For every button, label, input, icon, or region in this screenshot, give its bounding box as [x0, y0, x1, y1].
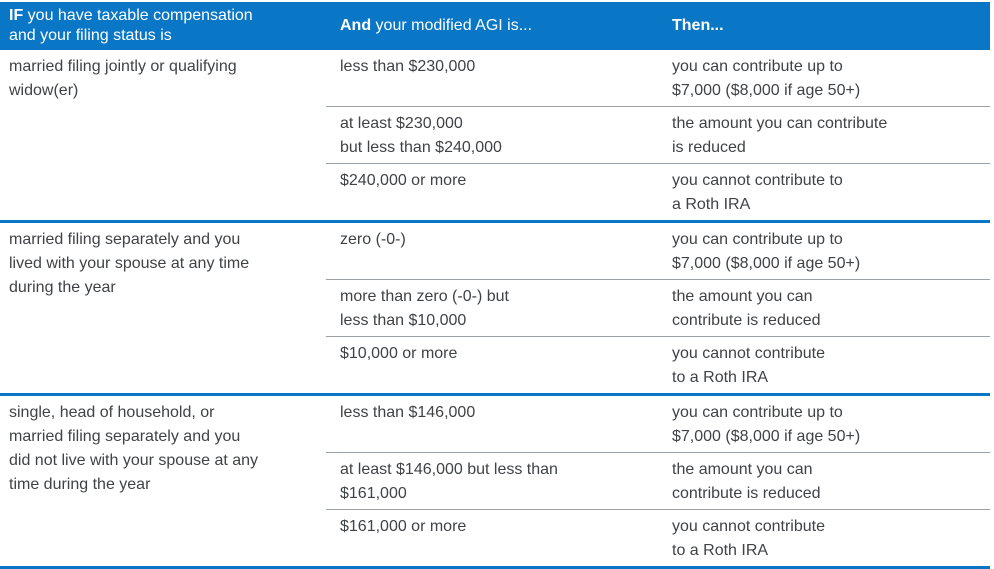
header-cell-filing-status: IF you have taxable compensation and you… — [0, 6, 326, 46]
header-filing-status-line1-rest: you have taxable compensation — [23, 7, 253, 24]
header-cell-agi: And your modified AGI is... — [326, 16, 660, 36]
then-cell: you cannot contribute to a Roth IRA — [660, 163, 990, 220]
agi-cell: more than zero (-0-) but less than $10,0… — [326, 279, 660, 336]
table-header-row: IF you have taxable compensation and you… — [0, 2, 990, 50]
group-married-filing-separately-lived-with-spouse: married filing separately and you lived … — [0, 223, 990, 393]
then-cell: the amount you can contribute is reduced — [660, 106, 990, 163]
agi-cell: less than $146,000 — [340, 404, 476, 421]
then-cell: the amount you can contribute is reduced — [660, 279, 990, 336]
agi-cell: at least $146,000 but less than $161,000 — [326, 452, 660, 509]
agi-cell: at least $230,000 but less than $240,000 — [326, 106, 660, 163]
group-married-filing-jointly: married filing jointly or qualifying wid… — [0, 50, 990, 220]
agi-cell: $161,000 or more — [326, 509, 660, 566]
then-cell: the amount you can contribute is reduced — [660, 452, 990, 509]
status-cell: single, head of household, or married fi… — [9, 404, 259, 493]
header-filing-status-line1: IF you have taxable compensation — [9, 6, 326, 26]
agi-cell: less than $230,000 — [340, 58, 476, 75]
then-cell: you can contribute up to $7,000 ($8,000 … — [672, 404, 861, 445]
agi-cell: zero (-0-) — [340, 231, 406, 248]
header-if-keyword: IF — [9, 7, 24, 24]
header-and-keyword: And — [340, 17, 372, 34]
header-filing-status-line2: and your filing status is — [9, 27, 172, 44]
then-cell: you cannot contribute to a Roth IRA — [660, 509, 990, 566]
group-separator — [0, 393, 990, 396]
then-cell: you can contribute up to $7,000 ($8,000 … — [672, 231, 861, 272]
status-cell: married filing jointly or qualifying wid… — [9, 58, 237, 99]
group-separator — [0, 220, 990, 223]
then-cell: you can contribute up to $7,000 ($8,000 … — [672, 58, 861, 99]
status-cell: married filing separately and you lived … — [9, 231, 250, 296]
header-agi-rest: your modified AGI is... — [371, 17, 533, 34]
group-single-head-of-household: single, head of household, or married fi… — [0, 396, 990, 566]
then-cell: you cannot contribute to a Roth IRA — [660, 336, 990, 393]
agi-cell: $10,000 or more — [326, 336, 660, 393]
agi-cell: $240,000 or more — [326, 163, 660, 220]
header-cell-then: Then... — [672, 17, 724, 34]
